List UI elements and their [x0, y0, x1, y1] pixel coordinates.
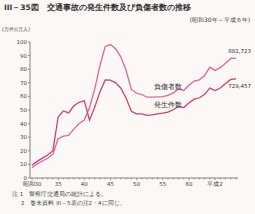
title: III－35図 交通事故の発生件数及び負傷者数の推移	[4, 2, 191, 12]
x-tick-label: 昭和30	[23, 181, 42, 187]
annotation: 881,723	[228, 48, 251, 54]
x-tick	[178, 178, 179, 180]
y-tick-label: 90	[20, 53, 27, 59]
x-tick-label: 45	[107, 181, 114, 187]
x-tick	[141, 178, 142, 180]
x-tick	[157, 178, 158, 180]
x-tick	[204, 178, 205, 180]
x-tick	[37, 178, 38, 180]
x-tick	[68, 178, 69, 180]
y-tick-label: 50	[20, 107, 27, 113]
x-tick	[52, 178, 53, 180]
x-tick	[194, 178, 195, 180]
x-tick	[152, 178, 153, 180]
y-tick	[28, 178, 30, 179]
x-tick	[183, 178, 184, 180]
x-tick	[100, 178, 101, 180]
y-tick	[28, 42, 30, 43]
series-label: 負傷者数	[154, 83, 182, 91]
x-tick	[105, 178, 106, 180]
x-tick	[73, 178, 74, 180]
x-tick-label: 55	[159, 181, 166, 187]
note: 注 1 警察庁交通局の統計による。	[12, 190, 107, 197]
y-tick	[28, 137, 30, 138]
y-unit: (万人)	[16, 26, 30, 32]
x-tick	[225, 178, 226, 180]
x-tick	[131, 178, 132, 180]
y-unit: (万件)	[2, 26, 16, 32]
x-tick	[236, 178, 237, 180]
x-tick	[147, 178, 148, 180]
series-label: 発生件数	[154, 101, 182, 109]
y-tick	[28, 55, 30, 56]
x-axis	[30, 178, 238, 179]
x-tick	[42, 178, 43, 180]
y-tick	[28, 150, 30, 151]
subtitle: (昭和30年～平成６年)	[190, 16, 250, 23]
y-tick-label: 20	[20, 148, 27, 154]
y-tick-label: 10	[20, 161, 27, 167]
x-tick-label: 35	[55, 181, 62, 187]
annotation: 729,457	[228, 83, 251, 89]
y-tick-label: 100	[17, 39, 28, 45]
y-tick-label: 30	[20, 134, 27, 140]
x-tick	[220, 178, 221, 180]
x-tick	[63, 178, 64, 180]
x-tick	[94, 178, 95, 180]
x-tick	[209, 178, 210, 180]
x-tick	[89, 178, 90, 180]
x-tick-label: 60	[185, 181, 192, 187]
y-tick	[28, 69, 30, 70]
x-tick-label: 50	[133, 181, 140, 187]
series-line	[32, 79, 236, 165]
x-tick	[47, 178, 48, 180]
x-tick-label: 40	[81, 181, 88, 187]
x-tick	[79, 178, 80, 180]
y-tick-label: 80	[20, 66, 27, 72]
y-tick	[28, 82, 30, 83]
x-tick	[230, 178, 231, 180]
y-tick-label: 40	[20, 121, 27, 127]
y-tick-label: 60	[20, 93, 27, 99]
series-line	[32, 45, 236, 168]
y-tick	[28, 96, 30, 97]
x-tick	[173, 178, 174, 180]
y-tick-label: 70	[20, 80, 27, 86]
note: 2 巻末資料 III－5表の注2・4に同じ。	[21, 199, 126, 207]
x-tick	[115, 178, 116, 180]
y-tick	[28, 123, 30, 124]
x-tick	[120, 178, 121, 180]
x-tick	[126, 178, 127, 180]
y-tick	[28, 164, 30, 165]
x-tick	[168, 178, 169, 180]
y-tick	[28, 110, 30, 111]
x-tick	[199, 178, 200, 180]
x-tick-label: 平成2	[207, 181, 223, 187]
plot-area	[32, 45, 236, 168]
